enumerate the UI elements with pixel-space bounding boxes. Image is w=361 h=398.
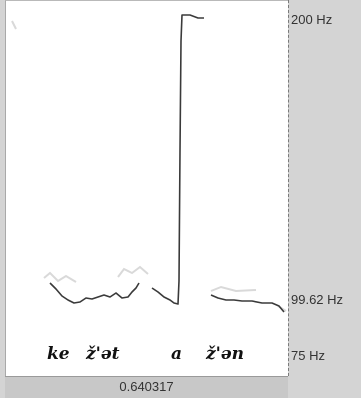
transcription-word-2: ž'ət bbox=[86, 344, 120, 364]
faint-trace-right bbox=[210, 285, 257, 293]
y-axis-label-middle: 99.62 Hz bbox=[291, 292, 344, 307]
pitch-segment-3 bbox=[210, 294, 285, 313]
pitch-segment-1 bbox=[49, 282, 140, 304]
faint-traces bbox=[11, 20, 287, 312]
pitch-plot-area[interactable] bbox=[5, 0, 288, 376]
transcription-word-3: a bbox=[171, 344, 183, 364]
cursor-time-value: 0.640317 bbox=[119, 379, 174, 394]
pitch-contour-graph bbox=[11, 14, 287, 313]
faint-trace-left bbox=[43, 271, 77, 283]
faint-trace-middle bbox=[117, 265, 149, 278]
y-axis-label-top: 200 Hz bbox=[291, 12, 333, 27]
y-axis-label-bottom: 75 Hz bbox=[291, 348, 325, 363]
transcription-word-4: ž'ən bbox=[206, 344, 245, 364]
pitch-contour bbox=[49, 14, 285, 313]
pitch-segment-2 bbox=[151, 14, 204, 305]
plot-right-border bbox=[288, 0, 289, 376]
cursor-time-bar[interactable]: 0.640317 bbox=[5, 376, 288, 398]
transcription-word-1: ke bbox=[47, 344, 70, 364]
faint-trace-topleft bbox=[11, 20, 17, 30]
